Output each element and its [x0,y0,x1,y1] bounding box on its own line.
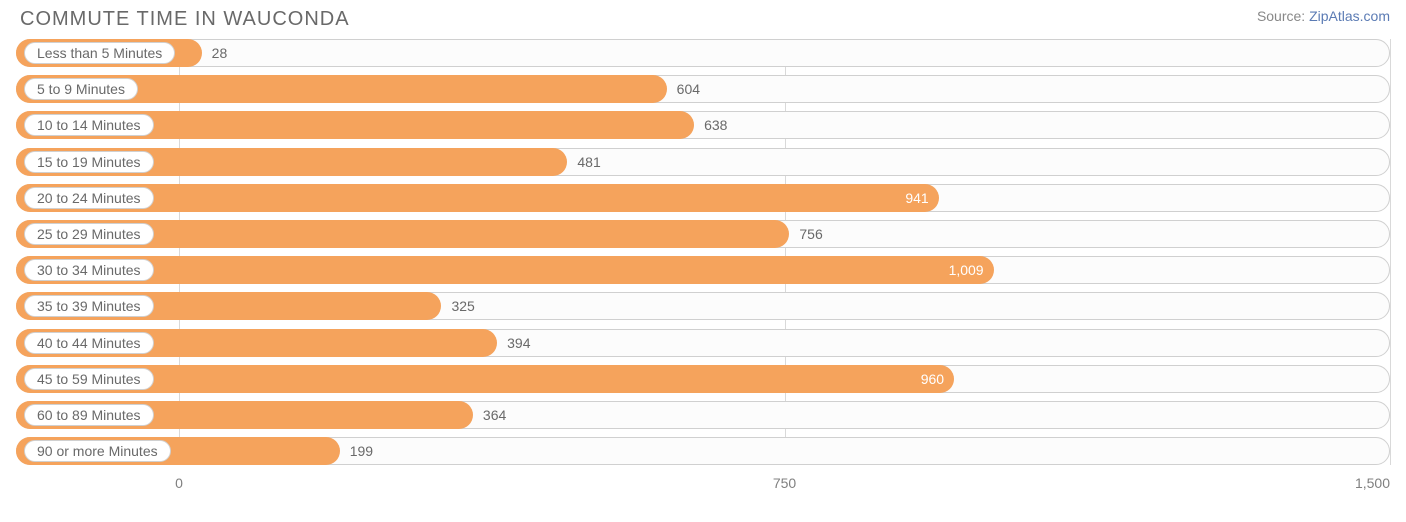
bar-row: 20 to 24 Minutes941 [16,184,1390,212]
bar-row: 15 to 19 Minutes 481 [16,148,1390,176]
bar-row: 5 to 9 Minutes 604 [16,75,1390,103]
value-label: 756 [789,220,832,248]
value-label: 1,009 [16,256,994,284]
x-axis: 0 750 1,500 [16,473,1390,497]
value-label: 481 [567,148,610,176]
value-label: 199 [340,437,383,465]
value-label: 364 [473,401,516,429]
source-prefix: Source: [1257,8,1309,24]
source-link[interactable]: ZipAtlas.com [1309,8,1390,24]
bar-row: 25 to 29 Minutes 756 [16,220,1390,248]
bars-container: Less than 5 Minutes 28 5 to 9 Minutes 604 10… [16,39,1390,465]
value-label: 325 [441,292,484,320]
value-label: 28 [202,39,238,67]
category-pill: 90 or more Minutes [24,440,171,462]
bar-row: 35 to 39 Minutes 325 [16,292,1390,320]
chart-header: COMMUTE TIME IN WAUCONDA Source: ZipAtla… [0,0,1406,33]
gridline [1390,39,1391,465]
x-tick-label: 1,500 [1355,475,1390,491]
bar-row: 60 to 89 Minutes 364 [16,401,1390,429]
category-pill: 40 to 44 Minutes [24,332,154,354]
chart-title: COMMUTE TIME IN WAUCONDA [20,8,350,31]
bar-row: 90 or more Minutes 199 [16,437,1390,465]
chart-source: Source: ZipAtlas.com [1257,8,1390,24]
x-tick-label: 750 [773,475,796,491]
category-pill: 5 to 9 Minutes [24,78,138,100]
bar-row: 30 to 34 Minutes1,009 [16,256,1390,284]
category-pill: 35 to 39 Minutes [24,295,154,317]
category-pill: Less than 5 Minutes [24,42,175,64]
x-tick-label: 0 [175,475,183,491]
category-pill: 15 to 19 Minutes [24,151,154,173]
category-pill: 60 to 89 Minutes [24,404,154,426]
category-pill: 10 to 14 Minutes [24,114,154,136]
bar-row: 10 to 14 Minutes 638 [16,111,1390,139]
value-label: 604 [667,75,710,103]
chart-area: Less than 5 Minutes 28 5 to 9 Minutes 604 10… [0,33,1406,497]
value-label: 394 [497,329,540,357]
category-pill: 25 to 29 Minutes [24,223,154,245]
value-label: 960 [16,365,954,393]
value-label: 638 [694,111,737,139]
bar-row: Less than 5 Minutes 28 [16,39,1390,67]
bar-row: 40 to 44 Minutes 394 [16,329,1390,357]
value-label: 941 [16,184,939,212]
bar-row: 45 to 59 Minutes960 [16,365,1390,393]
